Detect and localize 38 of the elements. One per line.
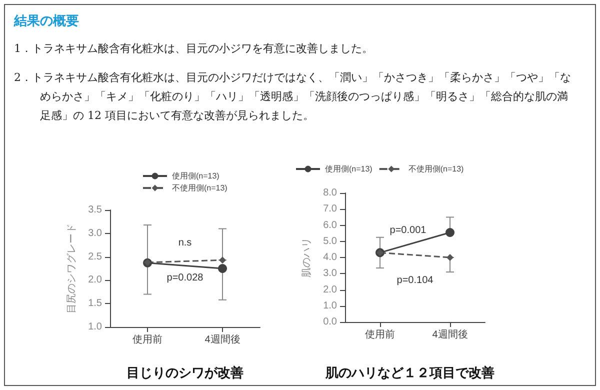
x-tick-label: 4週間後 bbox=[432, 328, 468, 340]
text: 2．トラネキサム酸含有化粧水は、目元の小ジワだけではなく、「潤い」「かさつき」「柔らかさ」「つや」「なめらかさ」「キメ」「化粧のり」「ハリ」「透明感」「洗顔後のつっぱり感」「明るさ」「総合的な肌の満足感」の 12 項目において有意な改善が見られました。 bbox=[14, 70, 572, 124]
y-tick-label: 5.0 bbox=[323, 236, 338, 247]
y-tick-label: 8.0 bbox=[323, 188, 338, 198]
point bbox=[219, 256, 226, 264]
text: 目じりのシワが改善 bbox=[126, 365, 244, 381]
text: 結果の概要 bbox=[14, 13, 80, 31]
y-tick-label: 2.0 bbox=[323, 284, 338, 296]
text: 肌のハリなど１２項目で改善 bbox=[324, 365, 494, 381]
y-tick-label: 3.0 bbox=[323, 268, 338, 280]
legend-label: 不使用側(n=13) bbox=[408, 164, 464, 174]
text: 1．トラネキサム酸含有化粧水は、目元の小ジワを有意に改善しました。 bbox=[14, 41, 374, 57]
y-axis-title: 肌のハリ bbox=[302, 238, 313, 278]
y-tick-label: 1.0 bbox=[323, 300, 338, 312]
y-tick-label: 2.5 bbox=[88, 251, 102, 262]
legend-label: 使用側(n=13) bbox=[172, 172, 220, 180]
annotation: p=0.104 bbox=[396, 275, 434, 286]
y-tick-label: 4.0 bbox=[323, 252, 338, 263]
y-tick-label: 3.0 bbox=[88, 228, 102, 239]
legend-label: 不使用側(n=13) bbox=[172, 184, 228, 192]
y-tick-label: 0.0 bbox=[323, 316, 338, 328]
x-tick-label: 使用前 bbox=[132, 334, 162, 346]
y-tick-label: 1.0 bbox=[88, 322, 102, 332]
y-tick-label: 1.5 bbox=[88, 298, 102, 310]
x-tick-label: 4週間後 bbox=[204, 334, 240, 346]
annotation: p=0.001 bbox=[390, 224, 427, 236]
legend-label: 使用側(n=13) bbox=[325, 164, 373, 174]
annotation: n.s bbox=[178, 237, 192, 248]
y-tick-label: 7.0 bbox=[323, 204, 338, 215]
point bbox=[446, 254, 454, 261]
point bbox=[446, 228, 454, 238]
y-axis-title: 目尻のシワグレード bbox=[66, 224, 78, 314]
y-tick-label: 6.0 bbox=[323, 220, 338, 231]
annotation: p=0.028 bbox=[166, 272, 204, 284]
point bbox=[218, 264, 227, 273]
x-tick-label: 使用前 bbox=[365, 328, 395, 340]
y-tick-label: 3.5 bbox=[88, 204, 102, 216]
y-tick-label: 2.0 bbox=[88, 274, 102, 286]
